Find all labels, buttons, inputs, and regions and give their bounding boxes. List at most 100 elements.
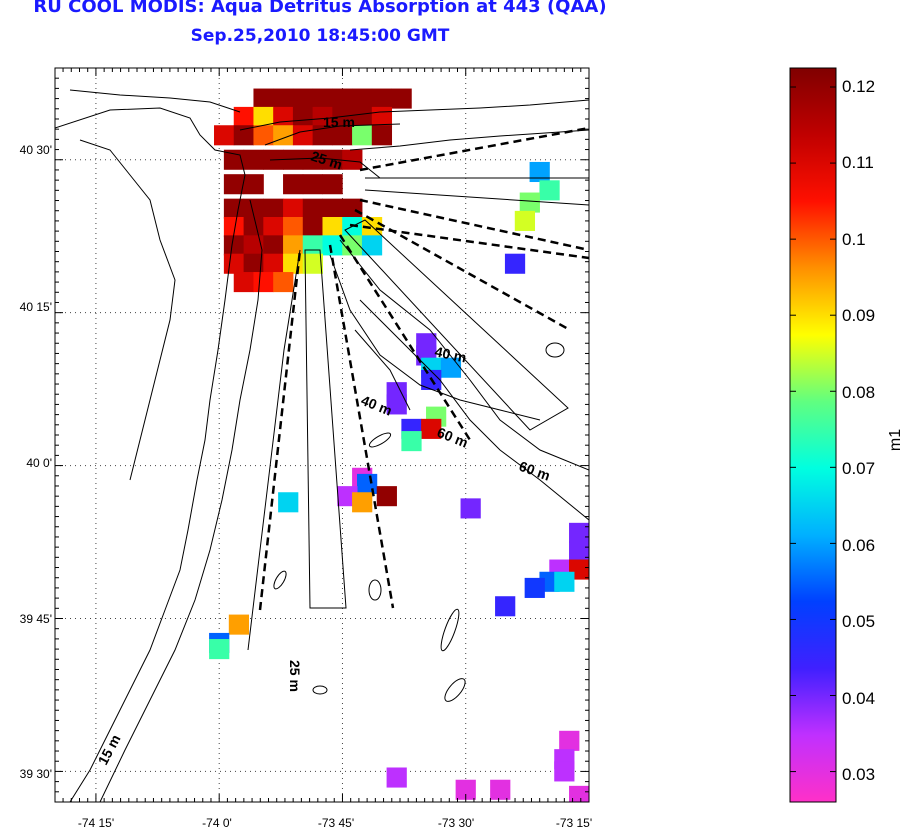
data-pixel bbox=[554, 761, 575, 782]
contour-15m bbox=[99, 123, 401, 802]
data-pixel bbox=[302, 253, 323, 274]
data-pixel bbox=[223, 253, 245, 274]
data-pixel bbox=[312, 88, 333, 109]
data-pixel bbox=[283, 235, 304, 256]
data-pixel bbox=[332, 125, 353, 146]
data-pixel bbox=[322, 216, 343, 238]
data-pixel bbox=[524, 577, 545, 598]
colorbar-tick-label: 0.03 bbox=[842, 765, 875, 784]
contour-40m bbox=[329, 254, 541, 421]
data-pixel bbox=[243, 235, 264, 256]
data-pixel bbox=[361, 235, 383, 256]
colorbar-tick-label: 0.11 bbox=[842, 153, 874, 172]
data-pixel bbox=[386, 767, 407, 788]
contour-label: 40 m bbox=[433, 343, 468, 365]
bay-outline bbox=[69, 89, 241, 481]
data-pixel bbox=[371, 125, 393, 146]
data-pixel bbox=[312, 125, 333, 146]
data-pixel bbox=[273, 272, 294, 293]
contour-label: 15 m bbox=[323, 114, 355, 130]
data-pixel bbox=[569, 785, 589, 802]
x-tick-label: -74 0' bbox=[202, 816, 232, 830]
data-pixel bbox=[352, 106, 373, 127]
data-pixel bbox=[495, 596, 516, 617]
data-pixel bbox=[283, 216, 304, 238]
glider-track-2 bbox=[328, 244, 395, 609]
axis-minor-ticks bbox=[55, 67, 590, 803]
data-pixel bbox=[401, 431, 422, 452]
colorbar-tick-label: 0.12 bbox=[842, 77, 875, 96]
colorbar-tick-label: 0.09 bbox=[842, 306, 875, 325]
data-pixel bbox=[273, 88, 294, 109]
data-pixel bbox=[514, 210, 536, 231]
data-pixel bbox=[253, 88, 274, 109]
colorbar-tick-label: 0.07 bbox=[842, 459, 875, 478]
data-pixel bbox=[332, 88, 353, 109]
data-pixel bbox=[263, 198, 284, 219]
map-subtitle: Sep.25,2010 18:45:00 GMT bbox=[190, 26, 450, 46]
data-pixel bbox=[342, 216, 363, 238]
x-tick-label: -73 15' bbox=[556, 816, 592, 830]
glider-track-7 bbox=[359, 198, 589, 252]
data-pixel bbox=[302, 149, 323, 170]
colorbar: 0.12 0.11 0.1 0.09 0.08 0.07 0.06 0.05 0… bbox=[789, 67, 904, 803]
long-island-shore bbox=[239, 99, 589, 131]
data-pixel bbox=[460, 498, 481, 519]
data-pixel bbox=[302, 198, 323, 219]
data-pixel bbox=[233, 272, 254, 293]
data-pixel bbox=[302, 174, 323, 195]
data-pixel bbox=[322, 235, 343, 256]
y-tick-label: 39 45' bbox=[20, 612, 52, 626]
data-pixel bbox=[357, 473, 378, 494]
data-pixel bbox=[283, 149, 304, 170]
transect-box-southeast bbox=[344, 219, 569, 431]
data-pixel bbox=[386, 394, 407, 415]
colorbar-tick-label: 0.04 bbox=[842, 689, 875, 708]
data-pixel bbox=[559, 730, 580, 751]
data-pixel bbox=[263, 235, 284, 256]
data-pixel bbox=[376, 486, 397, 507]
data-pixel bbox=[253, 106, 274, 127]
coastline bbox=[55, 107, 246, 802]
data-pixel bbox=[263, 253, 284, 274]
data-pixel bbox=[243, 216, 264, 238]
data-pixel bbox=[455, 779, 476, 800]
data-pixel bbox=[554, 571, 575, 592]
data-pixel bbox=[223, 216, 245, 238]
data-pixel bbox=[233, 125, 254, 146]
colorbar-tick-label: 0.06 bbox=[842, 536, 875, 555]
data-pixel bbox=[504, 253, 526, 274]
data-pixel bbox=[352, 125, 373, 146]
data-pixel bbox=[322, 174, 343, 195]
x-axis-labels: -74 15' -74 0' -73 45' -73 30' -73 15' bbox=[78, 816, 592, 830]
data-pixel bbox=[539, 180, 560, 201]
data-pixel bbox=[223, 174, 245, 195]
colorbar-label: m1 bbox=[887, 429, 904, 451]
data-pixel bbox=[233, 106, 254, 127]
y-tick-label: 40 15' bbox=[20, 300, 52, 314]
data-pixel bbox=[223, 198, 245, 219]
data-pixel bbox=[243, 149, 264, 170]
data-pixel bbox=[322, 198, 343, 219]
data-pixel bbox=[263, 216, 284, 238]
y-tick-label: 40 0' bbox=[26, 456, 52, 470]
data-pixel bbox=[352, 492, 373, 513]
data-pixel bbox=[490, 779, 511, 800]
x-tick-label: -74 15' bbox=[78, 816, 114, 830]
colorbar-tick-label: 0.05 bbox=[842, 612, 875, 631]
colorbar-tick-label: 0.1 bbox=[842, 230, 866, 249]
data-pixel bbox=[292, 125, 314, 146]
data-pixel bbox=[273, 106, 294, 127]
data-pixel bbox=[253, 272, 274, 293]
x-tick-label: -73 30' bbox=[438, 816, 474, 830]
contour-60m bbox=[339, 239, 589, 521]
data-pixel bbox=[352, 88, 373, 109]
coastline-and-bathymetry bbox=[55, 89, 589, 802]
map-title: RU COOL MODIS: Aqua Detritus Absorption … bbox=[33, 0, 607, 17]
data-pixel bbox=[569, 541, 589, 562]
data-pixel bbox=[243, 253, 264, 274]
transect-box-south bbox=[304, 249, 347, 609]
data-pixel bbox=[371, 88, 393, 109]
transect-box-east bbox=[364, 177, 589, 206]
